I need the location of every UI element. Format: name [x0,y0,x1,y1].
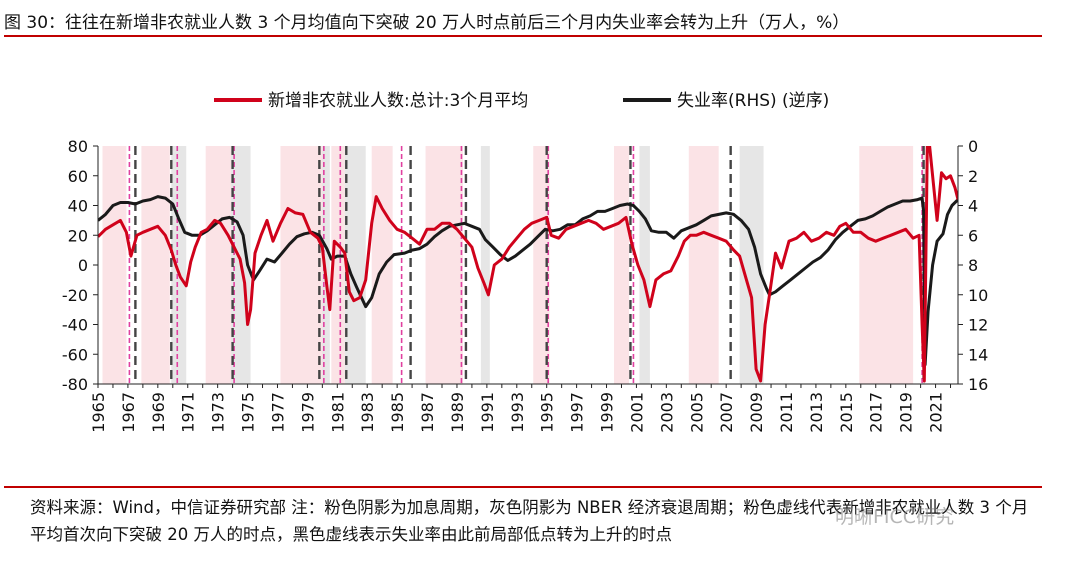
recession-shade-6 [739,146,764,384]
recession-shade-3 [344,146,366,384]
x-tick-label-16: 1997 [568,392,587,433]
y2-tick-label-0: 0 [968,137,978,156]
y-tick-label-5: -20 [62,286,88,305]
payrolls-line [98,146,958,383]
y2-tick-label-6: 12 [968,316,988,335]
x-tick-label-11: 1987 [418,392,437,433]
x-tick-label-8: 1981 [328,392,347,433]
x-tick-label-15: 1995 [538,392,557,433]
x-tick-label-9: 1983 [358,392,377,433]
y-tick-label-6: -40 [62,316,88,335]
shaded-periods [102,146,926,384]
hike-shade-4 [331,146,345,384]
x-tick-label-10: 1985 [388,392,407,433]
recession-shade-4 [480,146,490,384]
axes: 80 60 40 20 0 -20 -40 -60 -80 0 2 4 6 8 10 12 14 16 1965 19… [62,137,989,433]
x-tick-label-14: 1993 [508,392,527,433]
x-tick-label-0: 1965 [89,392,108,433]
y2-tick-label-3: 6 [968,226,978,245]
title-rule [4,35,1042,37]
hike-shade-1 [141,146,170,384]
legend-label-payrolls: 新增非农就业人数:总计:3个月平均 [268,91,528,111]
y-tick-label-1: 60 [68,167,88,186]
x-tick-label-20: 2005 [687,392,706,433]
figure-title: 图 30：往往在新增非农就业人数 3 个月均值向下突破 20 万人时点前后三个月… [4,13,850,33]
y-tick-label-8: -80 [62,375,88,394]
hike-shade-5 [371,146,393,384]
x-tick-label-28: 2021 [927,392,946,433]
hike-shade-3 [280,146,329,384]
x-tick-label-24: 2013 [807,392,826,433]
x-tick-label-23: 2011 [777,392,796,433]
x-tick-label-2: 1969 [149,392,168,433]
unemployment-line [98,195,958,367]
x-tick-label-6: 1977 [268,392,287,433]
source-note: 资料来源：Wind，中信证券研究部 注：粉色阴影为加息周期，灰色阴影为 NBER… [30,498,1029,544]
x-tick-label-17: 1999 [598,392,617,433]
hike-shade-6 [425,146,463,384]
recession-shade-2 [322,146,330,384]
y-tick-label-0: 80 [68,137,88,156]
y-tick-label-2: 40 [68,197,88,216]
y2-tick-label-8: 16 [968,375,988,394]
y2-tick-label-4: 8 [968,256,978,275]
hike-shade-8 [614,146,629,384]
y-tick-label-7: -60 [62,345,88,364]
x-tick-label-27: 2019 [897,392,916,433]
x-tick-label-4: 1973 [209,392,228,433]
x-tick-label-21: 2007 [717,392,736,433]
x-tick-label-25: 2015 [837,392,856,433]
hike-shade-9 [688,146,719,384]
hike-shade-10 [859,146,914,384]
recession-shade-5 [639,146,650,384]
x-tick-label-13: 1991 [478,392,497,433]
x-tick-label-22: 2009 [747,392,766,433]
chart: 80 60 40 20 0 -20 -40 -60 -80 0 2 4 6 8 10 12 14 16 1965 19… [62,91,989,433]
x-tick-label-18: 2001 [627,392,646,433]
x-tick-label-3: 1971 [179,392,198,433]
y-tick-label-3: 20 [68,226,88,245]
y2-tick-label-1: 2 [968,167,978,186]
watermark: 明晰FICC研究 [835,506,955,528]
x-tick-label-26: 2017 [867,392,886,433]
recession-shade-0 [171,146,187,384]
y2-tick-label-2: 4 [968,197,978,216]
legend: 新增非农就业人数:总计:3个月平均 失业率(RHS) (逆序) [214,91,829,111]
x-tick-label-12: 1989 [448,392,467,433]
x-tick-label-1: 1967 [119,392,138,433]
y2-tick-label-7: 14 [968,345,988,364]
y-tick-label-4: 0 [78,256,88,275]
x-tick-label-19: 2003 [657,392,676,433]
x-tick-label-7: 1979 [298,392,317,433]
hike-shade-0 [102,146,127,384]
y2-tick-label-5: 10 [968,286,988,305]
footer-rule [4,486,1042,488]
series-lines [98,146,958,383]
x-tick-label-5: 1975 [239,392,258,433]
legend-label-unemployment: 失业率(RHS) (逆序) [677,91,829,111]
